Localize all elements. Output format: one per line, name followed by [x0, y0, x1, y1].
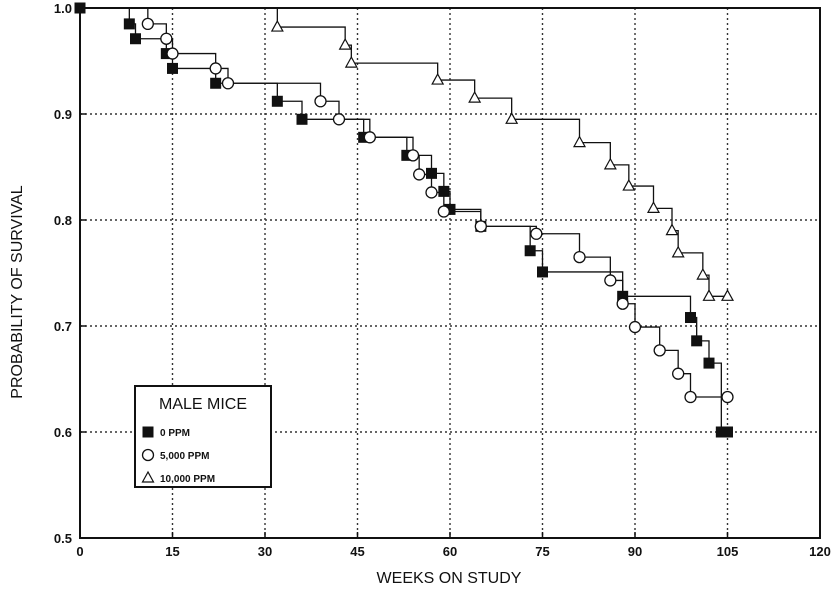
data-point — [721, 390, 734, 404]
legend-items: 0 PPM 5,000 PPM 10,000 PPM — [141, 426, 215, 485]
data-point — [296, 113, 308, 125]
data-point — [696, 267, 710, 280]
y-tick-label: 1.0 — [54, 1, 72, 16]
x-tick-label: 90 — [628, 544, 642, 559]
data-point — [210, 77, 222, 89]
data-point — [616, 297, 629, 310]
data-point — [524, 245, 536, 257]
data-point — [270, 19, 284, 32]
data-point — [338, 37, 352, 50]
data-point — [474, 220, 487, 233]
x-tick-label: 105 — [717, 544, 739, 559]
series-2 — [80, 7, 735, 301]
data-point — [604, 274, 617, 287]
y-tick-label: 0.8 — [54, 213, 72, 228]
data-point — [691, 335, 703, 347]
x-tick-label: 75 — [535, 544, 549, 559]
data-point — [622, 178, 636, 191]
data-point — [537, 266, 548, 278]
legend-label: 5,000 PPM — [160, 451, 209, 462]
y-tick-label: 0.7 — [54, 319, 72, 334]
legend-title: MALE MICE — [159, 396, 247, 413]
data-point — [160, 32, 173, 45]
data-point — [167, 62, 178, 74]
data-point — [703, 357, 715, 369]
series-0 — [74, 2, 733, 438]
legend: MALE MICE 0 PPM 5,000 PPM 10,000 PPM — [134, 385, 272, 488]
x-axis-title: WEEKS ON STUDY — [377, 570, 522, 587]
data-point — [722, 426, 733, 438]
data-point — [685, 312, 696, 324]
series-layer — [74, 2, 735, 438]
legend-box — [134, 385, 272, 488]
data-point — [646, 201, 661, 213]
data-point — [209, 62, 222, 75]
data-point — [702, 289, 716, 301]
data-point — [628, 320, 642, 334]
data-point — [468, 90, 482, 103]
data-point — [671, 245, 685, 258]
legend-marker — [141, 470, 155, 483]
y-tick-label: 0.9 — [54, 107, 72, 122]
axes-layer: 0 15 30 45 60 75 90 105 120 0.5 0.6 0.7 0.8 0.9 1.0 — [54, 1, 831, 559]
x-tick-label: 120 — [809, 544, 831, 559]
data-point — [406, 149, 420, 162]
data-point — [437, 205, 450, 218]
x-tick-label: 60 — [443, 544, 457, 559]
data-point — [271, 95, 283, 107]
data-point — [572, 135, 587, 148]
legend-label: 10,000 PPM — [160, 474, 215, 485]
x-tick-label: 45 — [350, 544, 364, 559]
x-tick-label: 30 — [258, 544, 272, 559]
y-tick-label: 0.6 — [54, 425, 72, 440]
data-point — [431, 72, 445, 85]
data-point — [425, 186, 438, 199]
y-axis-title: PROBABILITY OF SURVIVAL — [9, 185, 26, 399]
data-point — [332, 113, 346, 126]
legend-label: 0 PPM — [160, 428, 190, 439]
data-point — [344, 55, 358, 68]
legend-marker — [141, 448, 155, 462]
y-tick-label: 0.5 — [54, 531, 72, 546]
data-point — [413, 168, 426, 181]
data-point — [363, 131, 376, 144]
data-point — [166, 47, 179, 60]
data-point — [665, 223, 679, 236]
data-point — [653, 344, 666, 357]
data-point — [141, 17, 154, 31]
data-point — [123, 18, 135, 30]
series-1 — [80, 7, 734, 404]
data-point — [505, 112, 519, 124]
data-point — [130, 33, 141, 45]
data-point — [603, 157, 617, 170]
x-tick-label: 0 — [76, 544, 83, 559]
data-point — [720, 289, 735, 301]
data-point — [221, 77, 235, 90]
x-tick-label: 15 — [165, 544, 179, 559]
data-point — [672, 367, 685, 380]
data-point — [684, 390, 697, 404]
legend-marker — [142, 426, 154, 438]
data-point — [530, 227, 543, 240]
data-point — [314, 95, 327, 108]
data-point — [573, 250, 586, 264]
series-line-2 — [80, 7, 728, 297]
